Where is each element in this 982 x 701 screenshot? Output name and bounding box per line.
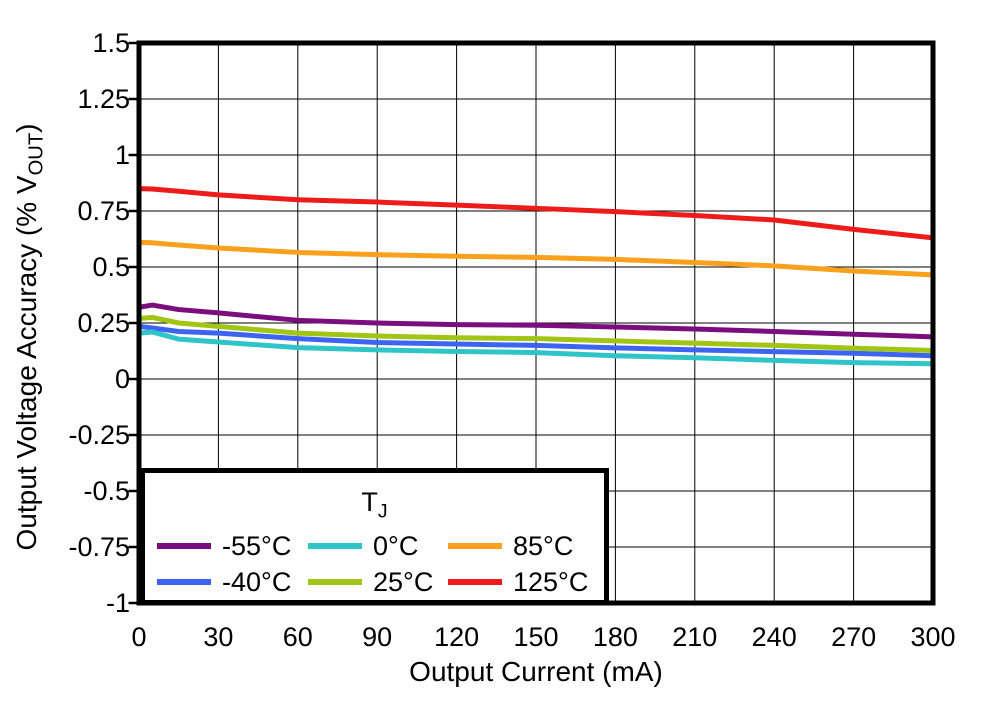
legend-entry: -40°C: [157, 564, 308, 600]
legend-swatch-0c: [308, 543, 362, 550]
y-tick-label: 0.75: [77, 196, 130, 226]
legend-swatch-25c: [308, 579, 362, 586]
x-tick-label: 300: [910, 622, 956, 652]
legend-label: 25°C: [373, 567, 434, 598]
legend-entry: 25°C: [308, 564, 448, 600]
y-tick-label: 0.5: [92, 252, 130, 282]
legend-label: 0°C: [373, 531, 419, 562]
y-tick-label: 1.5: [92, 28, 130, 58]
legend-entry: 85°C: [448, 528, 604, 564]
y-axis-title: Output Voltage Accuracy (% VOUT): [10, 57, 48, 617]
y-tick-label: -0.25: [68, 420, 130, 450]
x-tick-label: 90: [362, 622, 393, 652]
y-tick-label: 0.25: [77, 308, 130, 338]
x-tick-label: 30: [203, 622, 234, 652]
legend: TJ -55°C -40°C 0°C 25°C 85°C: [140, 468, 609, 605]
legend-label: -55°C: [222, 531, 292, 562]
legend-label: -40°C: [222, 567, 292, 598]
y-tick-label: 0: [114, 364, 130, 394]
legend-title: TJ: [145, 487, 604, 526]
y-axis-title-subscript: OUT: [25, 132, 48, 176]
legend-label: 125°C: [513, 567, 589, 598]
data-series-lines: [138, 186, 934, 367]
x-tick-label: 120: [434, 622, 480, 652]
x-tick-label: 60: [282, 622, 313, 652]
legend-title-subscript: J: [377, 500, 388, 523]
x-tick-label: 150: [513, 622, 559, 652]
legend-swatch-minus55c: [157, 543, 211, 550]
legend-swatch-125c: [448, 579, 502, 586]
legend-label: 85°C: [513, 531, 574, 562]
legend-entry: -55°C: [157, 528, 308, 564]
axis-tick-marks: [128, 41, 137, 605]
x-tick-label: 270: [831, 622, 877, 652]
legend-swatch-85c: [448, 543, 502, 550]
x-tick-label: 0: [131, 622, 147, 652]
y-tick-label: -0.75: [68, 532, 130, 562]
legend-entries: -55°C -40°C 0°C 25°C 85°C 125°C: [145, 528, 604, 600]
legend-entry: 0°C: [308, 528, 448, 564]
y-axis-title-close: ): [11, 123, 42, 133]
y-tick-label: -0.5: [83, 476, 130, 506]
legend-entry: 125°C: [448, 564, 604, 600]
y-axis-title-text: Output Voltage Accuracy (% V: [11, 175, 42, 551]
y-tick-label: 1: [114, 140, 130, 170]
legend-title-text: T: [361, 487, 378, 517]
x-tick-label: 210: [672, 622, 718, 652]
x-axis-title: Output Current (mA): [409, 656, 663, 687]
y-tick-label: 1.25: [77, 84, 130, 114]
x-tick-label: 180: [592, 622, 638, 652]
y-tick-label: -1: [105, 588, 130, 618]
legend-swatch-minus40c: [157, 579, 211, 586]
x-tick-label: 240: [751, 622, 797, 652]
